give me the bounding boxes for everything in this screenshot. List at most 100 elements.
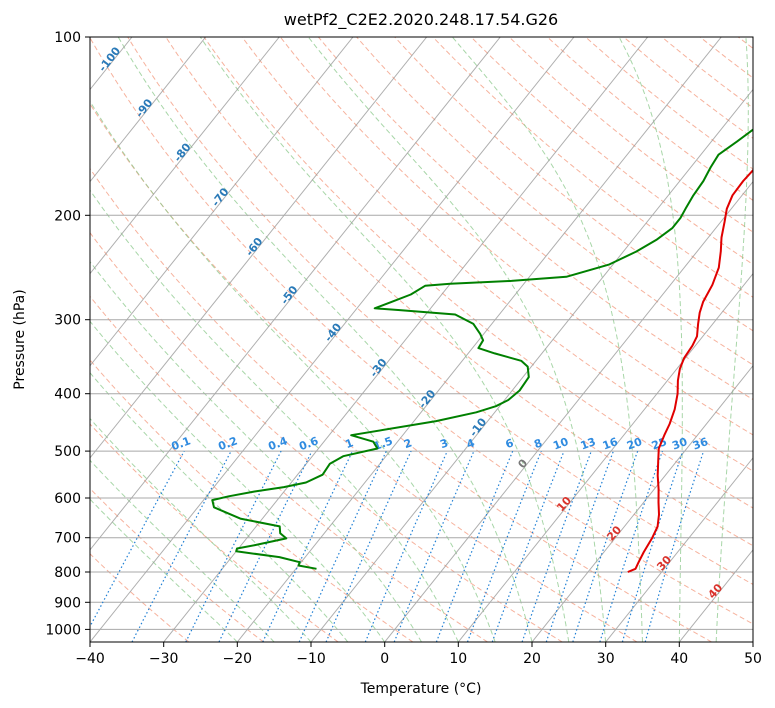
- moist-adiabat-line: [618, 37, 683, 642]
- x-tick-label: 10: [449, 651, 467, 667]
- mixing-ratio-line: [491, 450, 565, 642]
- mixing-ratio-label: 25: [650, 435, 669, 452]
- y-tick-label: 1000: [45, 622, 81, 638]
- background-lines: [90, 37, 753, 642]
- dry-adiabat-line: [90, 487, 264, 642]
- moist-adiabat-line: [90, 189, 459, 642]
- dry-adiabat-line: [623, 37, 753, 139]
- mixing-ratio-label: 0.6: [297, 434, 320, 453]
- dry-adiabat-line: [394, 37, 753, 332]
- dewpoint-profile-line: [211, 128, 753, 570]
- y-tick-label: 100: [54, 30, 81, 46]
- mixing-ratio-label: 20: [625, 435, 644, 453]
- y-tick-label: 200: [54, 208, 81, 224]
- dry-adiabat-line: [90, 295, 488, 642]
- y-axis-title: Pressure (hPa): [12, 289, 28, 389]
- mixing-ratio-label: 3: [438, 436, 450, 451]
- x-tick-label: 30: [597, 651, 615, 667]
- y-tick-label: 400: [54, 387, 81, 403]
- mixing-ratio-label: 4: [465, 436, 477, 451]
- mixing-ratio-label: 16: [601, 435, 620, 453]
- temperature-profile-line: [627, 168, 753, 573]
- x-tick-label: 20: [523, 651, 541, 667]
- mixing-ratio-line: [572, 450, 639, 642]
- isotherm-line: [605, 457, 753, 642]
- x-axis-title: Temperature (°C): [360, 681, 482, 697]
- mixing-ratio-label: 8: [532, 436, 544, 451]
- mixing-ratio-label: 6: [504, 436, 516, 451]
- isotherm-line: [457, 272, 753, 642]
- moist-adiabat-line: [90, 498, 238, 642]
- dry-adiabat-line: [470, 37, 753, 266]
- x-tick-label: 40: [670, 651, 688, 667]
- x-tick-label: −40: [75, 651, 105, 667]
- plot-frame: [89, 36, 754, 643]
- y-tick-label: 700: [54, 531, 81, 547]
- mixing-ratio-line: [90, 450, 185, 628]
- mixing-ratio-label: 0.2: [217, 434, 240, 453]
- x-tick-label: 50: [744, 651, 762, 667]
- isotherm-line: [163, 37, 649, 642]
- dry-adiabat-line: [90, 231, 563, 642]
- mixing-ratio-label: 30: [670, 435, 689, 453]
- mixing-ratio-line: [185, 450, 282, 642]
- dry-adiabat-line: [547, 37, 753, 201]
- isotherm-line: [310, 88, 753, 642]
- dry-adiabat-line: [90, 167, 638, 642]
- moist-adiabat-line: [451, 37, 643, 642]
- chart-title: wetPf2_C2E2.2020.248.17.54.G26: [284, 10, 558, 30]
- mixing-ratio-line: [521, 450, 592, 642]
- mixing-ratio-label: 1: [343, 436, 355, 451]
- x-tick-label: −30: [149, 651, 179, 667]
- mixing-ratio-line: [393, 450, 475, 642]
- mixing-ratio-line: [545, 450, 614, 642]
- moist-adiabat-line: [199, 37, 570, 642]
- mixing-ratio-line: [466, 450, 542, 642]
- moist-adiabat-line: [117, 37, 533, 642]
- dry-adiabat-line: [90, 102, 712, 642]
- dry-adiabat-line: [127, 37, 753, 585]
- moist-adiabat-line: [715, 37, 749, 642]
- moist-adiabat-line: [90, 320, 386, 642]
- dry-adiabat-line: [165, 37, 753, 547]
- mixing-ratio-label: 0.4: [267, 434, 290, 453]
- isotherm-line: [531, 364, 753, 642]
- isotherm-line: [384, 180, 753, 642]
- sounding-series: [211, 128, 753, 573]
- x-tick-label: −20: [223, 651, 253, 667]
- axes: −40 −30 −20 −10 0 10 20 30 40 50 1000 900 800 700 600 5…: [45, 30, 762, 667]
- isotherm-line: [90, 37, 354, 367]
- mixing-ratio-line: [644, 450, 705, 642]
- x-tick-label: 0: [380, 651, 389, 667]
- isotherm-line: [90, 37, 575, 642]
- moist-adiabat-line: [90, 260, 422, 642]
- mixing-ratio-label: 10: [551, 435, 570, 453]
- x-tick-label: −10: [296, 651, 326, 667]
- mixing-ratio-label: 2: [402, 436, 414, 451]
- dry-adiabat-line: [203, 37, 753, 509]
- y-tick-label: 600: [54, 491, 81, 507]
- mixing-ratio-label: 0.1: [170, 434, 193, 453]
- dry-adiabat-line: [318, 37, 753, 401]
- mixing-ratio-line: [364, 450, 448, 642]
- isotherm-line: [90, 37, 207, 183]
- mixing-ratio-line: [435, 450, 514, 642]
- mixing-ratio-line: [599, 450, 663, 642]
- y-tick-label: 500: [54, 444, 81, 460]
- dry-adiabat-line: [90, 37, 753, 625]
- dry-adiabat-line: [279, 37, 753, 436]
- mixing-ratio-line: [621, 450, 684, 642]
- y-tick-label: 800: [54, 565, 81, 581]
- isotherm-line: [90, 37, 280, 275]
- y-tick-label: 300: [54, 313, 81, 329]
- moist-adiabat-line: [90, 459, 275, 642]
- isotherm-line: [90, 37, 501, 551]
- isotherm-line: [90, 37, 428, 459]
- isotherm-line: [236, 37, 722, 642]
- y-tick-label: 900: [54, 595, 81, 611]
- mixing-ratio-line: [325, 450, 412, 642]
- mixing-ratio-label: 13: [579, 435, 598, 452]
- dry-adiabat-line: [90, 423, 339, 642]
